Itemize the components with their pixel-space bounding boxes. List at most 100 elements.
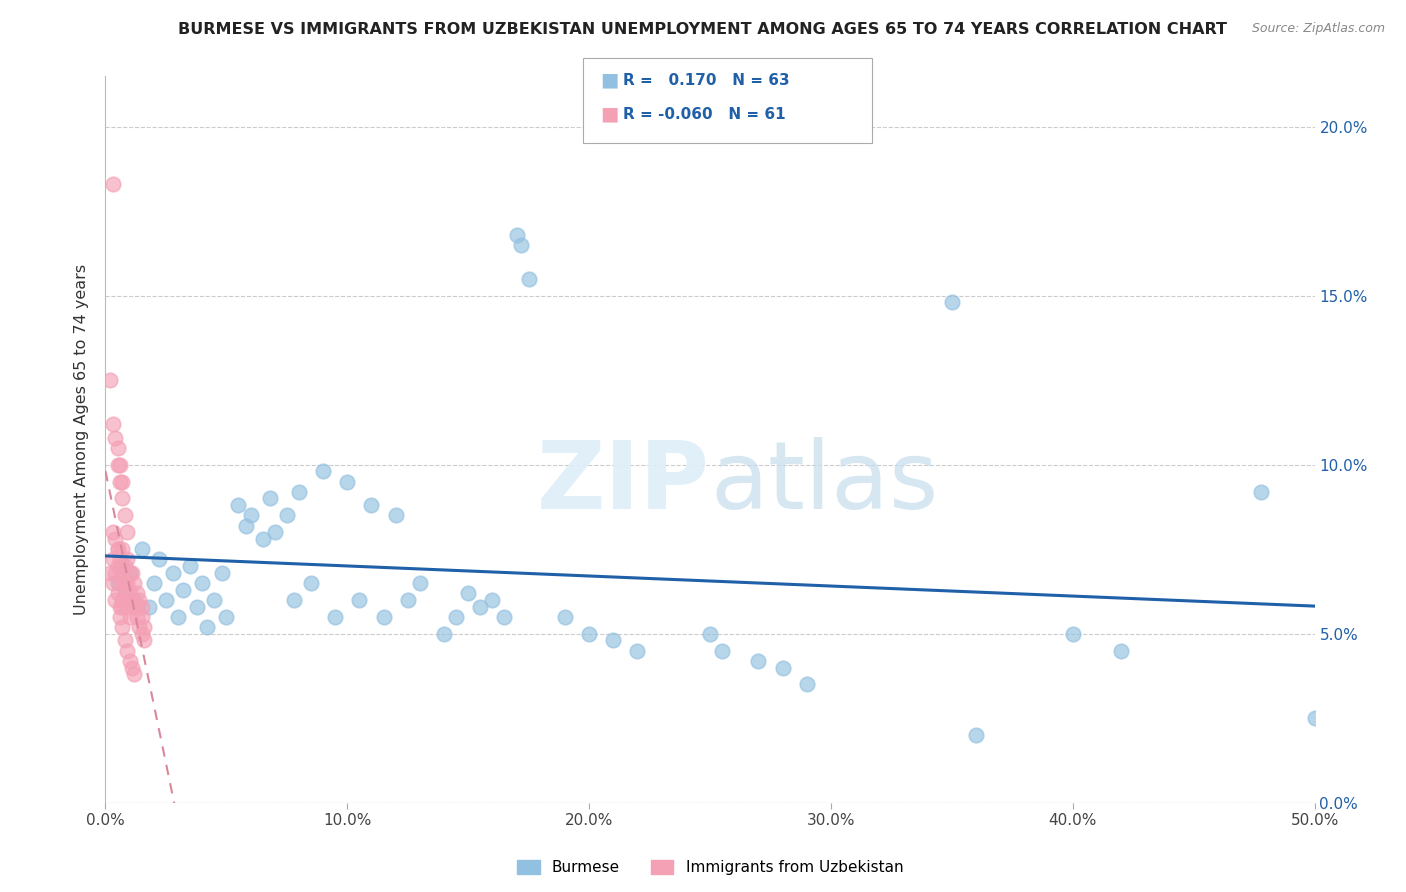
Point xyxy=(505,227,527,242)
Point xyxy=(228,498,250,512)
Point xyxy=(115,525,138,540)
Point xyxy=(115,643,138,657)
Point xyxy=(107,542,129,557)
Point xyxy=(125,599,148,614)
Point xyxy=(626,643,648,657)
Point xyxy=(772,660,794,674)
Point xyxy=(111,566,134,580)
Point xyxy=(336,475,359,489)
Text: R = -0.060   N = 61: R = -0.060 N = 61 xyxy=(623,107,786,121)
Point xyxy=(179,559,201,574)
Point xyxy=(108,552,131,566)
Point xyxy=(470,599,492,614)
Point xyxy=(107,586,129,600)
Point xyxy=(104,532,127,546)
Point xyxy=(111,559,134,574)
Point xyxy=(107,576,129,591)
Point xyxy=(202,593,225,607)
Text: ■: ■ xyxy=(600,104,619,124)
Point xyxy=(101,177,124,191)
Point xyxy=(114,508,136,523)
Point xyxy=(711,643,734,657)
Point xyxy=(191,576,214,591)
Point xyxy=(155,593,177,607)
Point xyxy=(107,559,129,574)
Point xyxy=(941,295,963,310)
Point xyxy=(118,610,141,624)
Text: ZIP: ZIP xyxy=(537,437,710,529)
Point xyxy=(128,620,150,634)
Point xyxy=(101,417,124,431)
Point xyxy=(114,559,136,574)
Point xyxy=(101,525,124,540)
Point xyxy=(138,599,160,614)
Point xyxy=(312,465,335,479)
Point xyxy=(283,593,305,607)
Point xyxy=(131,610,153,624)
Point xyxy=(107,441,129,455)
Point xyxy=(108,576,131,591)
Point xyxy=(195,620,218,634)
Point xyxy=(114,633,136,648)
Point xyxy=(124,593,146,607)
Point xyxy=(108,610,131,624)
Point xyxy=(494,610,516,624)
Text: R =   0.170   N = 63: R = 0.170 N = 63 xyxy=(623,73,790,87)
Point xyxy=(114,586,136,600)
Point xyxy=(276,508,298,523)
Point xyxy=(118,593,141,607)
Point xyxy=(215,610,238,624)
Point xyxy=(108,599,131,614)
Point xyxy=(111,599,134,614)
Point xyxy=(299,576,322,591)
Point xyxy=(121,593,143,607)
Point xyxy=(128,593,150,607)
Point xyxy=(115,599,138,614)
Point xyxy=(510,238,533,252)
Point xyxy=(1250,484,1272,499)
Point xyxy=(104,431,127,445)
Point xyxy=(1062,626,1084,640)
Point xyxy=(107,458,129,472)
Point xyxy=(554,610,576,624)
Point xyxy=(124,599,146,614)
Point xyxy=(108,475,131,489)
Point xyxy=(373,610,395,624)
Point xyxy=(115,552,138,566)
Point xyxy=(118,654,141,668)
Text: ■: ■ xyxy=(600,70,619,90)
Point xyxy=(409,576,432,591)
Point xyxy=(118,566,141,580)
Point xyxy=(172,582,194,597)
Point xyxy=(118,566,141,580)
Point xyxy=(134,633,156,648)
Point xyxy=(186,599,208,614)
Point xyxy=(98,566,121,580)
Point xyxy=(148,552,170,566)
Point xyxy=(481,593,503,607)
Point xyxy=(796,677,818,691)
Point xyxy=(101,552,124,566)
Point xyxy=(747,654,769,668)
Point xyxy=(98,373,121,387)
Point xyxy=(517,271,540,285)
Point xyxy=(384,508,406,523)
Y-axis label: Unemployment Among Ages 65 to 74 years: Unemployment Among Ages 65 to 74 years xyxy=(75,264,90,615)
Point xyxy=(131,599,153,614)
Point xyxy=(1109,643,1132,657)
Point xyxy=(111,542,134,557)
Point xyxy=(121,566,143,580)
Point xyxy=(263,525,285,540)
Point xyxy=(124,576,146,591)
Point xyxy=(288,484,311,499)
Point xyxy=(118,586,141,600)
Point xyxy=(131,626,153,640)
Point xyxy=(211,566,233,580)
Point xyxy=(101,576,124,591)
Point xyxy=(111,620,134,634)
Point xyxy=(104,566,127,580)
Point xyxy=(323,610,346,624)
Point xyxy=(108,458,131,472)
Point xyxy=(252,532,274,546)
Point xyxy=(396,593,419,607)
